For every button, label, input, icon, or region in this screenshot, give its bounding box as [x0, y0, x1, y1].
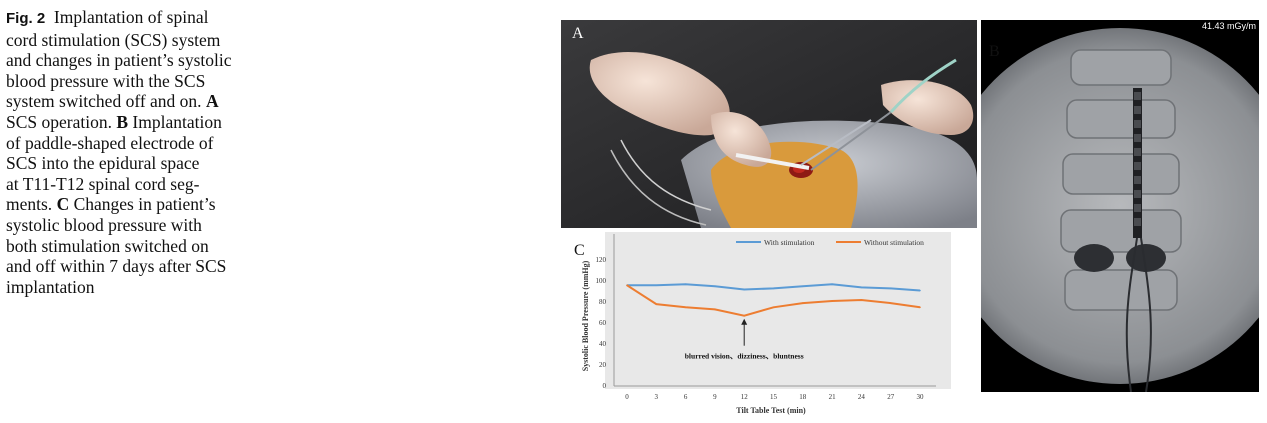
y-tick-label: 40 [599, 340, 607, 348]
annotation-arrowhead [741, 318, 748, 325]
series-layer [626, 283, 921, 317]
caption-text: implantation [6, 276, 95, 297]
caption-text: Implantation of spinal [53, 7, 209, 27]
plot-area [605, 232, 951, 389]
x-axis-label: Tilt Table Test (min) [736, 406, 806, 415]
caption-text: and changes in patient’s systolic [6, 50, 232, 71]
x-tick-label: 18 [799, 393, 807, 401]
data-point [772, 306, 775, 309]
surgery-photo-illustration [561, 20, 977, 228]
data-point [802, 285, 804, 288]
x-tick-label: 30 [917, 393, 925, 401]
caption-text: at T11-T12 spinal cord seg- [6, 173, 200, 194]
data-point [802, 302, 804, 304]
x-tick-label: 3 [655, 393, 659, 401]
caption-text: and off within 7 days after SCS [6, 256, 227, 277]
legend: With stimulation Without stimulation [736, 238, 924, 247]
data-point [743, 314, 745, 317]
x-tick-label: 21 [829, 393, 837, 401]
data-point [860, 286, 863, 289]
data-point [889, 287, 892, 290]
caption-text: systolic blood pressure with [6, 214, 202, 235]
x-tick-label: 15 [770, 393, 778, 401]
x-tick-label: 12 [741, 393, 749, 401]
caption-text: system switched off and on. [6, 91, 202, 112]
x-tick-label: 9 [713, 393, 717, 401]
legend-label: Without stimulation [864, 238, 924, 247]
caption-text: Implantation [132, 111, 222, 132]
figure-caption: Fig. 2 Implantation of spinal cord stimu… [6, 7, 306, 297]
y-axis-label: Systolic Blood Pressure (mmHg) [581, 260, 590, 371]
data-point [831, 300, 833, 302]
caption-line: ments. C Changes in patient’s [6, 194, 306, 215]
caption-text: both stimulation switched on [6, 235, 209, 256]
panel-ref-b: B [116, 111, 129, 132]
caption-text: Changes in patient’s [73, 194, 216, 215]
x-tick-label: 6 [684, 393, 688, 401]
xray-illustration [981, 20, 1259, 392]
data-point [889, 302, 892, 304]
data-point [626, 284, 628, 287]
data-point [743, 288, 745, 291]
y-tick-label: 60 [599, 319, 607, 327]
data-point [655, 303, 658, 305]
data-point [714, 285, 716, 288]
y-tick-label: 100 [596, 277, 607, 285]
caption-text: cord stimulation (SCS) system [6, 29, 221, 50]
xray-image: B 41.43 mGy/m [981, 20, 1259, 392]
caption-text: blood pressure with the SCS [6, 70, 206, 91]
data-point [919, 289, 921, 292]
data-point [772, 287, 775, 290]
legend-label: With stimulation [764, 238, 815, 247]
bp-chart-svg: C 0 20 40 60 80 100 120 0 3 6 9 12 15 18 21 24 27 30 Wit… [561, 229, 979, 418]
caption-text: SCS into the epidural space [6, 153, 200, 174]
figure-label: Fig. 2 [6, 10, 46, 27]
y-tick-label: 0 [603, 382, 607, 390]
x-tick-label: 0 [625, 393, 629, 401]
y-tick-label: 120 [596, 256, 607, 264]
y-tick-label: 20 [599, 361, 607, 369]
panel-a-label: A [572, 25, 584, 42]
caption-text: SCS operation. [6, 111, 112, 132]
y-tick-label: 80 [599, 298, 607, 306]
data-point [655, 284, 658, 287]
caption-text: ments. [6, 194, 53, 215]
x-tick-label: 27 [887, 393, 895, 401]
annotation-text: blurred vision、dizziness、bluntness [685, 352, 804, 361]
data-point [684, 306, 687, 309]
panel-c-label: C [574, 242, 585, 259]
caption-line: system switched off and on. A [6, 91, 306, 112]
bp-chart: C 0 20 40 60 80 100 120 0 3 6 9 12 15 18 21 24 27 30 Wit… [561, 229, 979, 418]
surgery-photo: A [561, 20, 977, 228]
panel-b-label: B [989, 43, 1000, 60]
dose-readout: 41.43 mGy/m [1201, 21, 1256, 31]
data-point [831, 283, 833, 285]
data-point [684, 283, 687, 285]
caption-line: SCS operation. B Implantation [6, 112, 306, 133]
x-tick-labels: 0 3 6 9 12 15 18 21 24 27 30 [625, 393, 924, 401]
panel-ref-a: A [205, 91, 219, 112]
caption-line: Fig. 2 Implantation of spinal [6, 7, 306, 30]
annotation: blurred vision、dizziness、bluntness [685, 318, 804, 361]
x-tick-label: 24 [858, 393, 866, 401]
data-point [919, 306, 921, 309]
data-point [714, 308, 716, 311]
y-tick-labels: 0 20 40 60 80 100 120 [596, 256, 607, 390]
caption-text: of paddle-shaped electrode of [6, 132, 214, 153]
data-point [860, 299, 863, 301]
panel-ref-c: C [56, 194, 70, 215]
